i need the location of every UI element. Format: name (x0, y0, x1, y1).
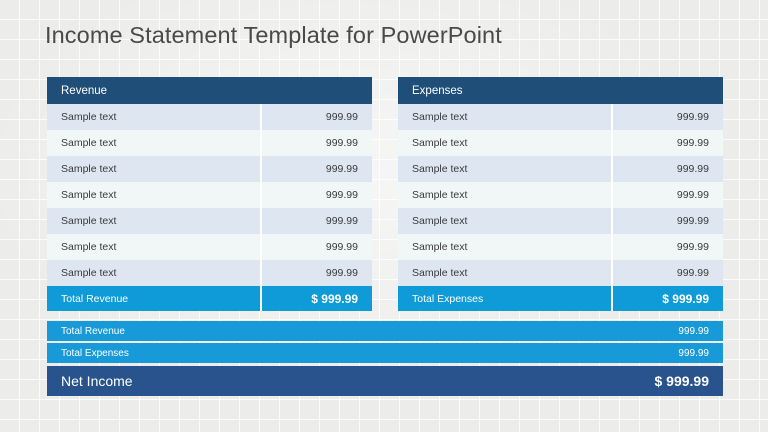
revenue-total-label: Total Revenue (61, 292, 129, 305)
row-value: 999.99 (611, 182, 723, 208)
revenue-table: Revenue Sample text 999.99 Sample text 9… (47, 77, 372, 311)
expenses-total-value: $ 999.99 (611, 286, 723, 311)
row-value: 999.99 (260, 208, 372, 234)
row-label: Sample text (61, 241, 117, 253)
table-row[interactable]: Sample text 999.99 (47, 156, 372, 182)
summary-total-expenses-label: Total Expenses (61, 347, 129, 359)
row-value: 999.99 (611, 104, 723, 130)
row-label: Sample text (61, 267, 117, 279)
summary-total-expenses-value: 999.99 (678, 347, 709, 359)
table-row[interactable]: Sample text 999.99 (398, 104, 723, 130)
row-label: Sample text (61, 189, 117, 201)
row-value: 999.99 (260, 260, 372, 286)
table-row[interactable]: Sample text 999.99 (398, 260, 723, 286)
summary-total-revenue-label: Total Revenue (61, 325, 125, 337)
row-label: Sample text (61, 137, 117, 149)
expenses-total-row[interactable]: Total Expenses $ 999.99 (398, 286, 723, 311)
revenue-table-header: Revenue (47, 77, 372, 104)
table-row[interactable]: Sample text 999.99 (398, 130, 723, 156)
row-label: Sample text (412, 189, 468, 201)
summary-total-revenue[interactable]: Total Revenue 999.99 (47, 321, 723, 341)
row-label: Sample text (61, 163, 117, 175)
expenses-table-header: Expenses (398, 77, 723, 104)
net-income-label: Net Income (61, 373, 133, 389)
row-label: Sample text (412, 111, 468, 123)
table-row[interactable]: Sample text 999.99 (47, 104, 372, 130)
row-label: Sample text (412, 215, 468, 227)
row-value: 999.99 (611, 260, 723, 286)
row-value: 999.99 (260, 130, 372, 156)
row-value: 999.99 (611, 130, 723, 156)
row-value: 999.99 (611, 156, 723, 182)
row-value: 999.99 (260, 104, 372, 130)
table-row[interactable]: Sample text 999.99 (47, 234, 372, 260)
summary-net-income[interactable]: Net Income $ 999.99 (47, 366, 723, 396)
row-label: Sample text (61, 111, 117, 123)
summary-total-expenses[interactable]: Total Expenses 999.99 (47, 343, 723, 363)
page-title: Income Statement Template for PowerPoint (45, 22, 502, 48)
row-value: 999.99 (260, 182, 372, 208)
row-label: Sample text (412, 137, 468, 149)
table-row[interactable]: Sample text 999.99 (47, 130, 372, 156)
table-row[interactable]: Sample text 999.99 (47, 208, 372, 234)
row-value: 999.99 (260, 156, 372, 182)
expenses-table: Expenses Sample text 999.99 Sample text … (398, 77, 723, 311)
row-label: Sample text (412, 241, 468, 253)
row-label: Sample text (412, 267, 468, 279)
row-label: Sample text (412, 163, 468, 175)
row-value: 999.99 (260, 234, 372, 260)
row-value: 999.99 (611, 234, 723, 260)
row-value: 999.99 (611, 208, 723, 234)
table-row[interactable]: Sample text 999.99 (398, 234, 723, 260)
revenue-total-row[interactable]: Total Revenue $ 999.99 (47, 286, 372, 311)
row-label: Sample text (61, 215, 117, 227)
net-income-value: $ 999.99 (654, 373, 710, 389)
table-row[interactable]: Sample text 999.99 (398, 156, 723, 182)
table-row[interactable]: Sample text 999.99 (47, 260, 372, 286)
table-row[interactable]: Sample text 999.99 (47, 182, 372, 208)
table-row[interactable]: Sample text 999.99 (398, 182, 723, 208)
table-row[interactable]: Sample text 999.99 (398, 208, 723, 234)
expenses-total-label: Total Expenses (412, 292, 484, 305)
summary-total-revenue-value: 999.99 (678, 325, 709, 337)
revenue-total-value: $ 999.99 (260, 286, 372, 311)
